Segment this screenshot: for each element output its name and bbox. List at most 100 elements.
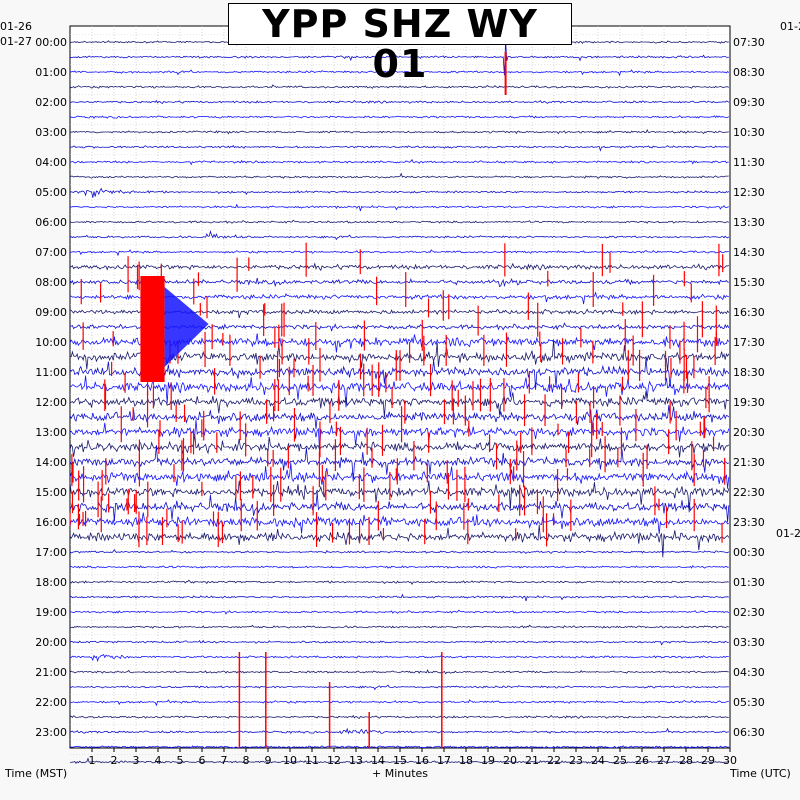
seismic-trace bbox=[69, 462, 730, 489]
seismic-trace bbox=[69, 445, 730, 482]
seismic-trace bbox=[69, 249, 729, 257]
chart-title: YPP SHZ WY 01 bbox=[228, 3, 572, 84]
seismic-trace bbox=[69, 684, 729, 691]
seismic-trace bbox=[69, 593, 729, 602]
seismic-trace bbox=[70, 99, 730, 105]
seismic-trace bbox=[69, 405, 730, 432]
left-hour-label: 13:00 bbox=[35, 426, 67, 439]
left-date-start: 01-26 bbox=[0, 20, 32, 33]
right-hour-label: 22:30 bbox=[733, 486, 765, 499]
right-hour-label: 11:30 bbox=[733, 156, 765, 169]
seismic-trace bbox=[69, 609, 730, 615]
seismic-trace bbox=[69, 548, 730, 554]
left-hour-label: 21:00 bbox=[35, 666, 67, 679]
right-hour-label: 01:30 bbox=[733, 576, 765, 589]
left-hour-label: 19:00 bbox=[35, 606, 67, 619]
seismic-trace bbox=[69, 480, 730, 513]
right-date-start: 01-2 bbox=[780, 20, 800, 33]
right-hour-label: 15:30 bbox=[733, 276, 765, 289]
x-tick-label: 26 bbox=[635, 754, 649, 767]
left-hour-label: 12:00 bbox=[35, 396, 67, 409]
right-hour-label: 08:30 bbox=[733, 66, 765, 79]
seismic-trace bbox=[69, 40, 729, 76]
seismic-trace bbox=[69, 172, 729, 179]
x-tick-label: 30 bbox=[723, 754, 737, 767]
x-tick-label: 11 bbox=[305, 754, 319, 767]
x-tick-label: 27 bbox=[657, 754, 671, 767]
right-hour-label: 07:30 bbox=[733, 36, 765, 49]
seismic-trace bbox=[69, 565, 729, 569]
x-tick-label: 6 bbox=[199, 754, 206, 767]
left-hour-label: 05:00 bbox=[35, 186, 67, 199]
seismic-trace bbox=[69, 128, 729, 135]
seismic-trace bbox=[69, 639, 729, 646]
x-axis-label: + Minutes bbox=[372, 767, 428, 780]
right-hour-label: 05:30 bbox=[733, 696, 765, 709]
x-tick-label: 29 bbox=[701, 754, 715, 767]
seismic-trace bbox=[69, 654, 729, 663]
seismic-trace bbox=[69, 727, 729, 735]
right-hour-label: 14:30 bbox=[733, 246, 765, 259]
right-hour-label: 20:30 bbox=[733, 426, 765, 439]
seismic-trace bbox=[69, 419, 730, 453]
x-tick-label: 22 bbox=[547, 754, 561, 767]
right-hour-label: 17:30 bbox=[733, 336, 765, 349]
seismic-trace bbox=[69, 434, 730, 458]
x-tick-label: 21 bbox=[525, 754, 539, 767]
seismic-trace bbox=[69, 262, 730, 272]
seismic-trace bbox=[69, 229, 730, 241]
x-tick-label: 12 bbox=[327, 754, 341, 767]
x-tick-label: 17 bbox=[437, 754, 451, 767]
seismic-trace bbox=[69, 187, 730, 198]
x-tick-label: 9 bbox=[265, 754, 272, 767]
x-tick-label: 18 bbox=[459, 754, 473, 767]
left-hour-label: 11:00 bbox=[35, 366, 67, 379]
x-tick-label: 1 bbox=[89, 754, 96, 767]
right-hour-label: 12:30 bbox=[733, 186, 765, 199]
seismic-trace bbox=[69, 69, 730, 77]
x-tick-label: 3 bbox=[133, 754, 140, 767]
seismic-trace bbox=[69, 390, 729, 418]
x-tick-label: 24 bbox=[591, 754, 605, 767]
clipped-block bbox=[140, 276, 165, 382]
left-date-next: 01-27 bbox=[0, 35, 32, 48]
x-tick-label: 14 bbox=[371, 754, 385, 767]
x-tick-label: 19 bbox=[481, 754, 495, 767]
seismic-trace bbox=[69, 624, 729, 629]
seismic-trace bbox=[69, 669, 729, 675]
seismic-trace bbox=[69, 745, 729, 749]
x-tick-label: 28 bbox=[679, 754, 693, 767]
left-hour-label: 01:00 bbox=[35, 66, 67, 79]
x-tick-label: 8 bbox=[243, 754, 250, 767]
right-date-next: 01-2 bbox=[776, 527, 800, 540]
seismic-trace bbox=[70, 291, 729, 305]
x-tick-label: 25 bbox=[613, 754, 627, 767]
right-hour-label: 19:30 bbox=[733, 396, 765, 409]
left-hour-label: 10:00 bbox=[35, 336, 67, 349]
right-hour-label: 09:30 bbox=[733, 96, 765, 109]
seismic-trace bbox=[69, 375, 730, 408]
x-tick-label: 15 bbox=[393, 754, 407, 767]
seismic-trace bbox=[69, 757, 729, 764]
left-hour-label: 16:00 bbox=[35, 516, 67, 529]
right-hour-label: 21:30 bbox=[733, 456, 765, 469]
left-hour-label: 02:00 bbox=[35, 96, 67, 109]
x-tick-label: 2 bbox=[111, 754, 118, 767]
seismic-trace bbox=[69, 84, 729, 89]
x-tick-label: 16 bbox=[415, 754, 429, 767]
x-tick-label: 23 bbox=[569, 754, 583, 767]
left-hour-label: 07:00 bbox=[35, 246, 67, 259]
right-hour-label: 13:30 bbox=[733, 216, 765, 229]
seismic-trace bbox=[69, 714, 729, 720]
left-hour-label: 08:00 bbox=[35, 276, 67, 289]
left-hour-label: 22:00 bbox=[35, 696, 67, 709]
seismic-trace bbox=[69, 115, 730, 120]
seismic-trace bbox=[69, 158, 729, 166]
x-tick-label: 10 bbox=[283, 754, 297, 767]
right-hour-label: 03:30 bbox=[733, 636, 765, 649]
x-tick-label: 4 bbox=[155, 754, 162, 767]
right-hour-label: 02:30 bbox=[733, 606, 765, 619]
left-hour-labels: 00:00 01:00 02:00 03:00 04:00 05:00 06:00 07:00… bbox=[35, 36, 67, 739]
left-hour-label: 00:00 bbox=[35, 36, 67, 49]
seismic-trace bbox=[69, 579, 729, 586]
